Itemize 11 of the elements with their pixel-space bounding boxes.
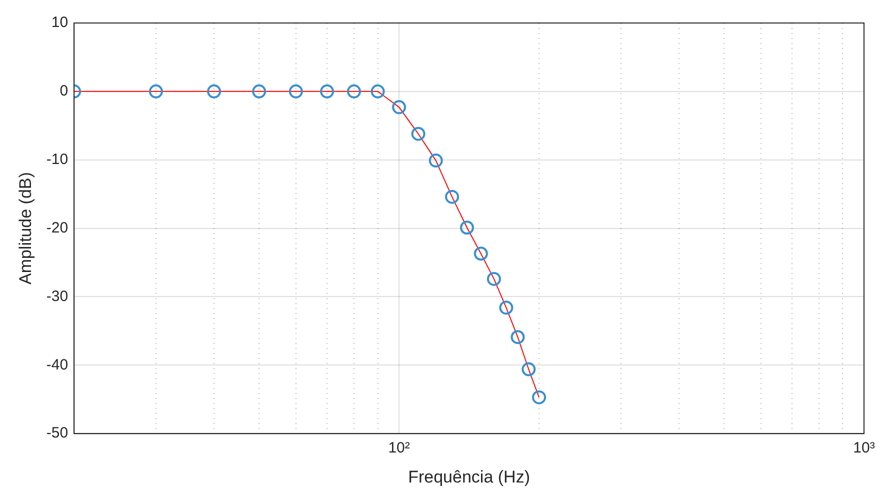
x-tick-label: 10² <box>388 440 410 457</box>
y-tick-label: -20 <box>46 219 68 236</box>
x-tick-label: 10³ <box>853 440 875 457</box>
y-tick-label: -10 <box>46 151 68 168</box>
y-tick-label: -50 <box>46 424 68 442</box>
y-tick-label: 10 <box>51 14 68 32</box>
x-axis-title: Frequência (Hz) <box>408 467 530 486</box>
y-tick-label: 0 <box>60 82 68 100</box>
y-axis-title: Amplitude (dB) <box>16 172 35 285</box>
y-tick-label: -40 <box>46 356 68 374</box>
y-tick-label: -30 <box>46 288 68 305</box>
